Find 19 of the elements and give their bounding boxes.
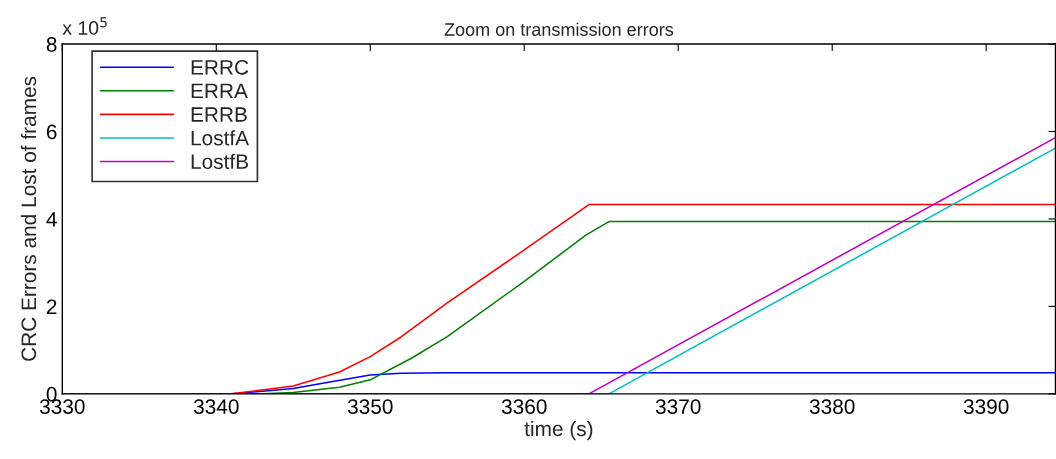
y-tick-label: 8 (46, 37, 57, 52)
legend-label: ERRC (191, 59, 249, 75)
chart-title: Zoom on transmission errors (444, 22, 674, 36)
x-tick-label: 3390 (963, 399, 1009, 414)
y-tick-label: 6 (46, 124, 57, 140)
legend-label: ERRB (191, 107, 247, 122)
x-tick-label: 3350 (347, 399, 393, 414)
x-tick-label: 3360 (501, 399, 547, 414)
x-tick-label: 3340 (193, 399, 239, 414)
x-tick-label: 3380 (809, 399, 855, 414)
legend-label: ERRA (191, 83, 248, 99)
x-tick-label: 3370 (655, 399, 701, 414)
y-tick-label: 4 (46, 212, 57, 227)
legend-label: LostfA (191, 130, 250, 146)
y-axis-title: CRC Errors and Lost of frames (20, 76, 37, 361)
x-axis-title: time (s) (524, 420, 593, 441)
legend-label: LostfB (191, 153, 248, 170)
text: x 10$^{5}$ (62, 17, 107, 35)
y-tick-label: 2 (46, 299, 57, 314)
